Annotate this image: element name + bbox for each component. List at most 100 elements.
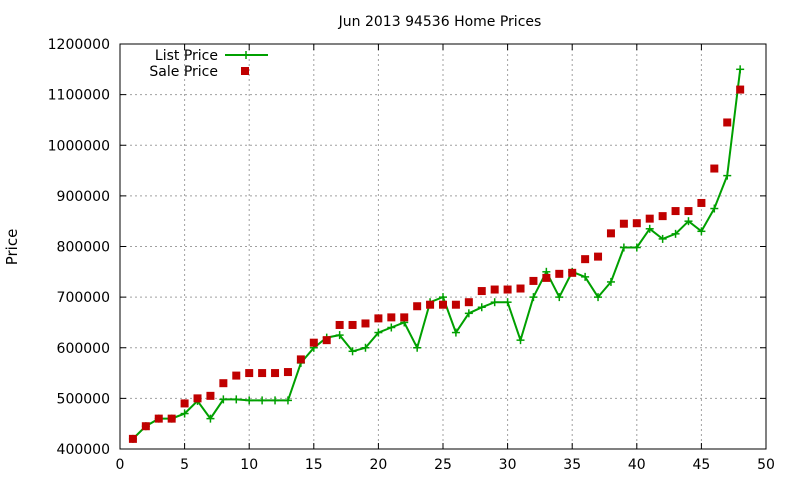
y-tick-label: 600000	[57, 341, 110, 357]
sale-price-point	[464, 298, 473, 307]
x-tick-label: 10	[240, 457, 258, 473]
axis-ticks: 0 5 10 15 20 25 30 35 40 45 50 400000 500000 600000 70…	[48, 37, 775, 473]
sale-price-point	[619, 219, 628, 228]
list-price-point	[594, 293, 603, 302]
sale-price-point	[555, 269, 564, 278]
series-layer	[128, 65, 745, 443]
list-price-point	[516, 336, 525, 345]
list-price-point	[245, 396, 254, 405]
sale-price-point	[245, 369, 254, 378]
sale-price-point	[503, 285, 512, 294]
list-price-point	[710, 204, 719, 213]
sale-price-point	[594, 252, 603, 261]
list-price-point	[503, 298, 512, 307]
sale-price-point	[606, 229, 615, 238]
sale-price-point	[697, 198, 706, 207]
y-tick-label: 900000	[57, 189, 110, 205]
list-price-point	[490, 298, 499, 307]
x-tick-label: 35	[563, 457, 581, 473]
list-price-point	[413, 343, 422, 352]
sale-price-point	[581, 255, 590, 264]
sale-price-point	[206, 391, 215, 400]
sale-price-point	[632, 219, 641, 228]
list-price-point	[206, 414, 215, 423]
x-tick-label: 5	[180, 457, 189, 473]
sale-price-point	[736, 85, 745, 94]
sale-price-point	[426, 300, 435, 309]
sale-price-point	[568, 268, 577, 277]
y-tick-label: 1100000	[48, 88, 110, 104]
sale-price-point	[374, 314, 383, 323]
y-tick-label: 800000	[57, 240, 110, 256]
list-price-point	[361, 343, 370, 352]
x-tick-label: 50	[757, 457, 775, 473]
sale-price-point	[723, 118, 732, 127]
list-price-point	[232, 395, 241, 404]
legend-plus-marker	[242, 51, 250, 59]
y-axis-label: Price	[3, 229, 21, 266]
sale-price-point	[361, 319, 370, 328]
legend-swatch	[225, 51, 268, 59]
sale-price-point	[542, 273, 551, 282]
legend-label: Sale Price	[149, 64, 218, 80]
sale-price-point	[283, 368, 292, 377]
sale-price-point	[413, 302, 422, 311]
list-price-point	[581, 272, 590, 281]
sale-price-point	[128, 434, 137, 443]
legend-swatch	[241, 67, 249, 75]
sale-price-point	[180, 399, 189, 408]
list-price-point	[271, 396, 280, 405]
y-tick-label: 1200000	[48, 37, 110, 53]
list-price-point	[180, 409, 189, 418]
x-tick-label: 20	[369, 457, 387, 473]
sale-price-point	[400, 313, 409, 322]
list-price-point	[606, 277, 615, 286]
y-tick-label: 400000	[57, 442, 110, 458]
sale-price-point	[516, 284, 525, 293]
sale-price-point	[335, 320, 344, 329]
list-price-point	[555, 293, 564, 302]
list-price-point	[736, 65, 745, 74]
x-tick-label: 25	[434, 457, 452, 473]
sale-price-point	[529, 276, 538, 285]
list-price-point	[645, 224, 654, 233]
x-tick-label: 45	[692, 457, 710, 473]
sale-price-point	[322, 336, 331, 345]
list-price-point	[219, 395, 228, 404]
sale-price-point	[167, 414, 176, 423]
x-tick-label: 15	[305, 457, 323, 473]
list-price-point	[529, 293, 538, 302]
sale-price-point	[348, 320, 357, 329]
sale-price-point	[490, 285, 499, 294]
sale-price-point	[309, 338, 318, 347]
sale-price-point	[232, 371, 241, 380]
list-price-point	[464, 309, 473, 318]
list-price-point	[671, 229, 680, 238]
sale-price-point	[296, 355, 305, 364]
x-tick-label: 30	[499, 457, 517, 473]
gridlines	[120, 44, 766, 449]
sale-price-point	[477, 287, 486, 296]
sale-price-point	[439, 300, 447, 309]
list-price-point	[348, 347, 357, 356]
sale-price-point	[645, 214, 654, 223]
sale-price-point	[387, 313, 396, 322]
sale-price-point	[658, 212, 667, 221]
y-tick-label: 1000000	[48, 138, 110, 154]
list-price-point	[477, 303, 486, 312]
chart-title: Jun 2013 94536 Home Prices	[338, 14, 542, 30]
sale-price-point	[684, 207, 693, 216]
list-price-point	[439, 293, 447, 302]
sale-price-point	[451, 300, 460, 309]
legend-label: List Price	[155, 48, 218, 64]
list-price-point	[697, 227, 706, 236]
x-tick-label: 40	[628, 457, 646, 473]
list-price-point	[723, 171, 732, 180]
list-price-point	[658, 234, 667, 243]
list-price-point	[451, 328, 460, 337]
x-tick-label: 0	[116, 457, 125, 473]
list-price-point	[684, 217, 693, 226]
